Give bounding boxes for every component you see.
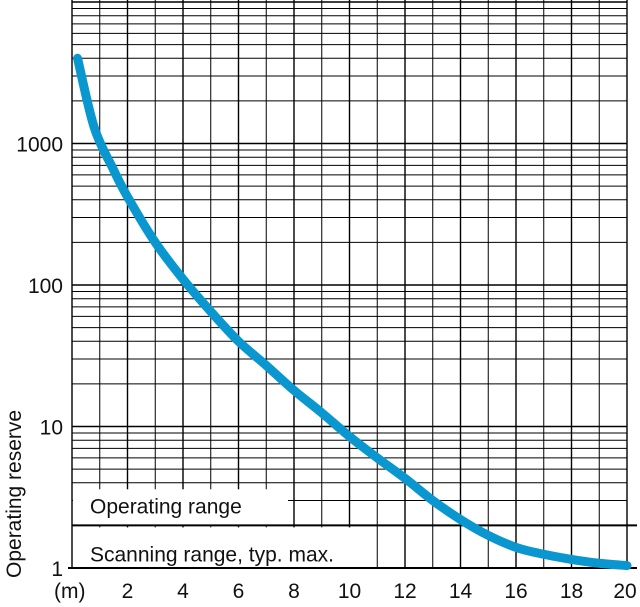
x-tick-label: 2 bbox=[122, 580, 134, 603]
y-tick-label: 1000 bbox=[16, 134, 63, 157]
x-tick-label: 20 bbox=[613, 580, 636, 603]
x-tick-label: 18 bbox=[560, 580, 583, 603]
operating-range-bg bbox=[73, 489, 288, 526]
series-line-0 bbox=[73, 53, 632, 571]
x-tick-label: 16 bbox=[504, 580, 527, 603]
x-tick-label: 4 bbox=[177, 580, 189, 603]
x-tick-label: 10 bbox=[338, 580, 361, 603]
x-axis-unit-label: (m) bbox=[54, 580, 85, 603]
x-tick-labels: 2 4 6 8 10 12 14 16 18 20 bbox=[122, 580, 637, 603]
x-tick-label: 6 bbox=[233, 580, 245, 603]
scanning-range-label: Scanning range, typ. max. bbox=[90, 543, 334, 566]
y-tick-label: 10 bbox=[40, 417, 63, 440]
series-group bbox=[73, 53, 632, 571]
x-tick-label: 12 bbox=[393, 580, 416, 603]
y-tick-labels: 1 10 100 1000 bbox=[16, 134, 63, 582]
operating-range-label: Operating range bbox=[90, 495, 242, 518]
scanning-range-bg bbox=[73, 527, 368, 567]
range-bands: Operating range Scanning range, typ. max. bbox=[68, 489, 637, 569]
y-tick-label: 100 bbox=[28, 275, 63, 298]
x-tick-label: 14 bbox=[449, 580, 473, 603]
y-axis-label: Operating reserve bbox=[3, 410, 26, 578]
x-tick-label: 8 bbox=[288, 580, 300, 603]
y-tick-label: 1 bbox=[51, 558, 63, 581]
